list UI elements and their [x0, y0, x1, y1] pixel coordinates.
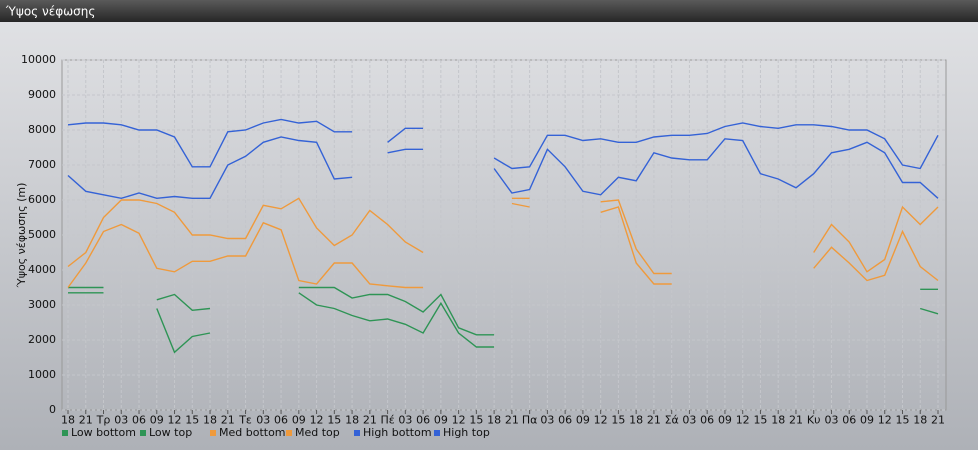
x-tick-label: Κυ — [807, 414, 821, 427]
legend-label: Low bottom — [71, 426, 136, 439]
x-tick-label: 09 — [576, 414, 590, 427]
x-tick-label: 12 — [878, 414, 892, 427]
x-tick-label: 03 — [682, 414, 696, 427]
x-tick-label: 21 — [363, 414, 377, 427]
y-tick-label: 3000 — [28, 298, 56, 311]
x-tick-label: 18 — [771, 414, 785, 427]
legend-label: Med top — [295, 426, 340, 439]
x-tick-label: Πέ — [380, 414, 394, 427]
x-tick-label: 18 — [203, 414, 217, 427]
x-tick-label: 18 — [61, 414, 75, 427]
x-tick-label: 15 — [185, 414, 199, 427]
x-tick-label: 09 — [718, 414, 732, 427]
x-tick-label: Σά — [665, 414, 679, 427]
x-tick-label: 18 — [345, 414, 359, 427]
x-tick-label: 06 — [132, 414, 146, 427]
legend-label: High top — [443, 426, 490, 439]
x-tick-label: 15 — [753, 414, 767, 427]
x-tick-label: 03 — [540, 414, 554, 427]
series-line — [67, 197, 939, 275]
legend-swatch — [286, 430, 292, 436]
legend-swatch — [354, 430, 360, 436]
legend-swatch — [210, 430, 216, 436]
x-tick-label: 06 — [274, 414, 288, 427]
x-tick-label: 18 — [629, 414, 643, 427]
y-tick-label: 9000 — [28, 88, 56, 101]
x-tick-label: 15 — [611, 414, 625, 427]
y-tick-label: 7000 — [28, 158, 56, 171]
series-line — [68, 292, 939, 354]
chart-title: Ύψος νέφωσης — [5, 5, 95, 19]
x-tick-label: 12 — [594, 414, 608, 427]
x-tick-label: 21 — [79, 414, 93, 427]
x-tick-label: 21 — [931, 414, 945, 427]
x-tick-label: 09 — [860, 414, 874, 427]
series-line — [67, 118, 939, 170]
series-line — [68, 286, 938, 336]
legend-swatch — [62, 430, 68, 436]
x-tick-label: 21 — [505, 414, 519, 427]
x-tick-label: Τε — [238, 414, 252, 427]
x-tick-label: 03 — [256, 414, 270, 427]
y-tick-label: 4000 — [28, 263, 56, 276]
legend-swatch — [434, 430, 440, 436]
x-tick-label: 21 — [221, 414, 235, 427]
x-tick-label: 12 — [736, 414, 750, 427]
x-tick-label: 09 — [292, 414, 306, 427]
x-tick-label: 06 — [842, 414, 856, 427]
y-tick-label: 2000 — [28, 333, 56, 346]
series-line — [67, 202, 939, 289]
x-tick-label: 06 — [558, 414, 572, 427]
x-tick-label: 12 — [452, 414, 466, 427]
y-tick-label: 8000 — [28, 123, 56, 136]
x-tick-label: 21 — [789, 414, 803, 427]
x-tick-label: 15 — [469, 414, 483, 427]
x-tick-label: 18 — [913, 414, 927, 427]
x-tick-label: 03 — [824, 414, 838, 427]
legend-swatch — [140, 430, 146, 436]
x-tick-label: 15 — [895, 414, 909, 427]
y-tick-label: 10000 — [21, 53, 56, 66]
y-tick-label: 1000 — [28, 368, 56, 381]
x-tick-label: Τρ — [96, 414, 111, 427]
series-line — [67, 136, 939, 200]
x-tick-label: 06 — [700, 414, 714, 427]
legend-label: Med bottom — [219, 426, 286, 439]
x-tick-label: 12 — [168, 414, 182, 427]
x-tick-label: 06 — [416, 414, 430, 427]
y-tick-label: 6000 — [28, 193, 56, 206]
x-tick-label: 21 — [647, 414, 661, 427]
x-tick-label: 15 — [327, 414, 341, 427]
legend-label: Low top — [149, 426, 192, 439]
x-tick-label: Πα — [522, 414, 538, 427]
x-tick-label: 03 — [398, 414, 412, 427]
legend-label: High bottom — [363, 426, 432, 439]
y-axis-label: Ύψος νέφωσης (m) — [15, 183, 28, 289]
y-tick-label: 0 — [49, 403, 56, 416]
x-tick-label: 18 — [487, 414, 501, 427]
x-tick-label: 09 — [434, 414, 448, 427]
title-bar — [0, 0, 978, 22]
x-tick-label: 12 — [310, 414, 324, 427]
x-tick-label: 03 — [114, 414, 128, 427]
x-tick-label: 09 — [150, 414, 164, 427]
y-tick-label: 5000 — [28, 228, 56, 241]
